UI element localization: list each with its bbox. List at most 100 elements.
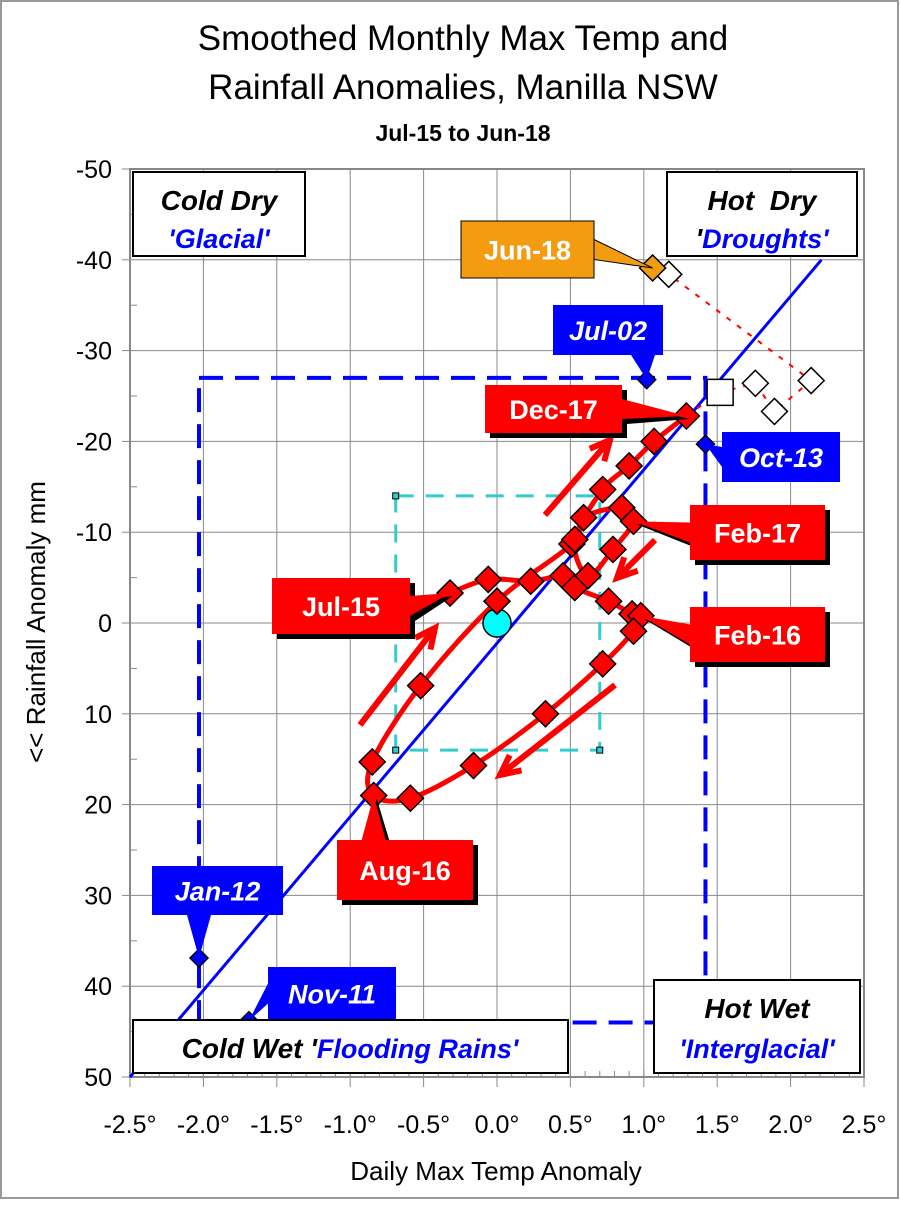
main-series-point [482, 587, 512, 616]
recent-series-point [741, 369, 770, 398]
main-series-point [594, 587, 623, 616]
callout-box [268, 967, 396, 1020]
x-tick-label: 0.5° [548, 1111, 593, 1139]
y-tick-label: -50 [76, 156, 112, 184]
main-series-point [358, 747, 387, 776]
quadrant-box-hot-dry [666, 171, 858, 257]
callout-label-jul-15: Jul-15 [302, 592, 380, 622]
direction-arrow [357, 626, 438, 727]
callout-label-jan-12: Jan-12 [175, 877, 261, 907]
direction-arrow [498, 682, 617, 778]
x-tick-label: 2.5° [842, 1111, 887, 1139]
inner-box-corner [392, 746, 400, 754]
callout-box [460, 220, 595, 279]
callout-box [485, 385, 622, 433]
quadrant-hot-dry-name: Droughts' [702, 224, 830, 254]
x-axis-label: Daily Max Temp Anomaly [350, 1156, 641, 1186]
callout-label-jul-02: Jul-02 [569, 316, 647, 346]
quadrant-hot-dry-label: 'Droughts' [695, 223, 830, 254]
callout-pointer [633, 521, 690, 543]
x-tick-label: 0.0° [475, 1111, 520, 1139]
trend-line [128, 258, 823, 1078]
quadrant-hot-wet-name: 'Interglacial' [679, 1034, 836, 1064]
main-series-point [640, 427, 669, 456]
chart-title-line-2: Rainfall Anomalies, Manilla NSW [208, 68, 718, 107]
callout-box [337, 840, 473, 900]
quadrant-cold-wet-name: Flooding Rains' [317, 1034, 520, 1064]
main-series-point [573, 561, 603, 590]
quadrant-cold-wet-title: Cold Wet ' [182, 1033, 319, 1064]
x-tick-label: 2.0° [768, 1111, 813, 1139]
main-series-point [588, 649, 617, 678]
quadrant-hot-dry-quote: ' [695, 223, 703, 254]
callout-label-feb-17: Feb-17 [714, 519, 801, 549]
callout-label-feb-16: Feb-16 [714, 621, 801, 651]
callout-label-aug-16: Aug-16 [359, 856, 451, 886]
y-tick-label: 40 [84, 973, 112, 1001]
quadrant-cold-dry-title: Cold Dry [161, 185, 279, 216]
callout-pointer [361, 795, 386, 840]
callout-pointer-shadow [643, 618, 695, 650]
y-tick-label: -30 [76, 338, 112, 366]
recent-series-point [797, 366, 826, 395]
main-series-point [516, 567, 545, 596]
quadrant-cold-wet-label: Cold Wet 'Flooding Rains' [182, 1033, 520, 1064]
main-series-point [474, 565, 503, 594]
main-series-point [459, 751, 488, 780]
callouts: Jun-18 Jul-02 Dec-17 Oct-13 Feb-17 Jul-15 Feb-… [152, 220, 840, 1021]
callout-box [553, 305, 663, 355]
direction-arrow [542, 438, 613, 517]
callout-pointer [410, 593, 451, 616]
quadrant-labels: Cold Dry 'Glacial' Hot Dry 'Droughts' Co… [132, 171, 861, 1074]
main-series-point [396, 784, 425, 813]
quadrant-hot-wet-title: Hot Wet [704, 993, 811, 1024]
callout-box [690, 505, 825, 560]
callout-pointer [248, 983, 268, 1021]
y-tick-label: 30 [84, 882, 112, 910]
x-tick-label: 1.5° [695, 1111, 740, 1139]
callout-box [690, 607, 825, 662]
quadrant-box-cold-dry [132, 171, 306, 257]
main-series-point [569, 503, 598, 532]
callout-label-nov-11: Nov-11 [288, 980, 376, 1010]
y-tick-label: 50 [84, 1064, 112, 1092]
callout-pointer [186, 915, 211, 959]
callout-pointer [705, 444, 722, 467]
y-tick-label: -40 [76, 247, 112, 275]
inner-box-corner [596, 746, 604, 754]
y-axis-label: << Rainfall Anomaly mm [21, 481, 51, 763]
x-tick-label: -0.5° [397, 1111, 450, 1139]
main-series-point [615, 451, 644, 480]
main-series-point [531, 699, 560, 728]
recent-series-point [706, 378, 734, 407]
y-tick-label: 10 [84, 701, 112, 729]
main-series-point [619, 617, 648, 646]
quadrant-cold-dry-name: 'Glacial' [168, 224, 271, 254]
main-series-point [560, 525, 589, 554]
quadrant-box-hot-wet [653, 979, 861, 1074]
chart-subtitle: Jul-15 to Jun-18 [375, 120, 550, 146]
main-series-point [406, 671, 435, 700]
direction-arrowhead [413, 622, 440, 651]
direction-arrowhead [494, 753, 523, 780]
callout-box [272, 578, 410, 634]
callout-pointer [631, 355, 655, 380]
recent-series-point [760, 397, 789, 426]
main-series-point [598, 535, 628, 564]
callout-label-dec-17: Dec-17 [509, 395, 598, 425]
x-tick-label: -2.0° [177, 1111, 230, 1139]
quadrant-box-cold-wet [132, 1019, 569, 1074]
axes: -2.5° -2.0° -1.5° -1.0° -0.5° 0.0° 0.5° 1.0° 1.5… [76, 156, 887, 1139]
chart-title-line-1: Smoothed Monthly Max Temp and [198, 19, 728, 58]
direction-arrow [614, 537, 658, 581]
y-tick-label: 20 [84, 792, 112, 820]
direction-arrowhead [588, 434, 615, 463]
x-tick-label: 1.0° [621, 1111, 666, 1139]
callout-box [722, 432, 840, 482]
callout-label-oct-13: Oct-13 [739, 443, 823, 473]
y-tick-label: 0 [98, 610, 112, 638]
callout-box [152, 866, 283, 915]
x-tick-label: -1.5° [250, 1111, 303, 1139]
